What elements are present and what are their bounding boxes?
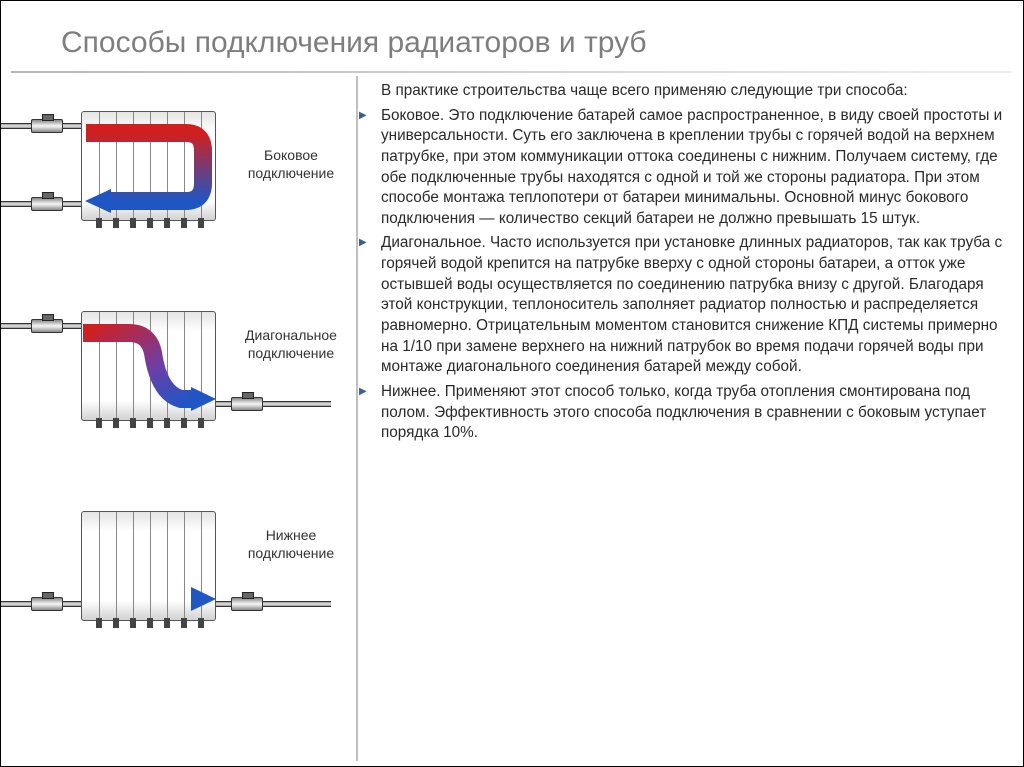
diagram-label: Диагональное подключение — [231, 326, 351, 362]
bullet-item: Нижнее. Применяют этот способ только, ко… — [381, 382, 1011, 444]
radiator-body — [81, 511, 216, 621]
bullet-list: Боковое. Это подключение батарей самое р… — [341, 106, 1011, 444]
diagram-side: Боковое подключение — [1, 91, 331, 291]
valve-out — [31, 197, 63, 211]
valve-in — [31, 597, 63, 611]
title-underline — [11, 71, 1011, 73]
diagram-label: Нижнее подключение — [231, 526, 351, 562]
label-line1: Боковое — [264, 147, 318, 163]
intro-text: В практике строительства чаще всего прим… — [341, 81, 1011, 102]
label-line2: подключение — [248, 165, 334, 181]
text-column: В практике строительства чаще всего прим… — [341, 81, 1011, 448]
vertical-accent-line — [356, 76, 358, 761]
bullet-item: Боковое. Это подключение батарей самое р… — [381, 106, 1011, 230]
diagram-bottom: Нижнее подключение — [1, 491, 331, 691]
radiator — [81, 301, 216, 431]
valve-out — [231, 397, 263, 411]
diagram-diagonal: Диагональное подключение — [1, 291, 331, 491]
valve-in — [31, 319, 63, 333]
page-title: Способы подключения радиаторов и труб — [61, 26, 647, 60]
label-line2: подключение — [248, 345, 334, 361]
radiator — [81, 501, 216, 631]
bullet-item: Диагональное. Часто используется при уст… — [381, 233, 1011, 377]
radiator — [81, 101, 216, 231]
label-line1: Диагональное — [245, 327, 337, 343]
label-line2: подключение — [248, 545, 334, 561]
label-line1: Нижнее — [266, 527, 317, 543]
radiator-body — [81, 111, 216, 221]
diagrams-column: Боковое подключение — [1, 91, 331, 691]
radiator-body — [81, 311, 216, 421]
valve-out — [231, 597, 263, 611]
diagram-label: Боковое подключение — [231, 146, 351, 182]
valve-in — [31, 119, 63, 133]
